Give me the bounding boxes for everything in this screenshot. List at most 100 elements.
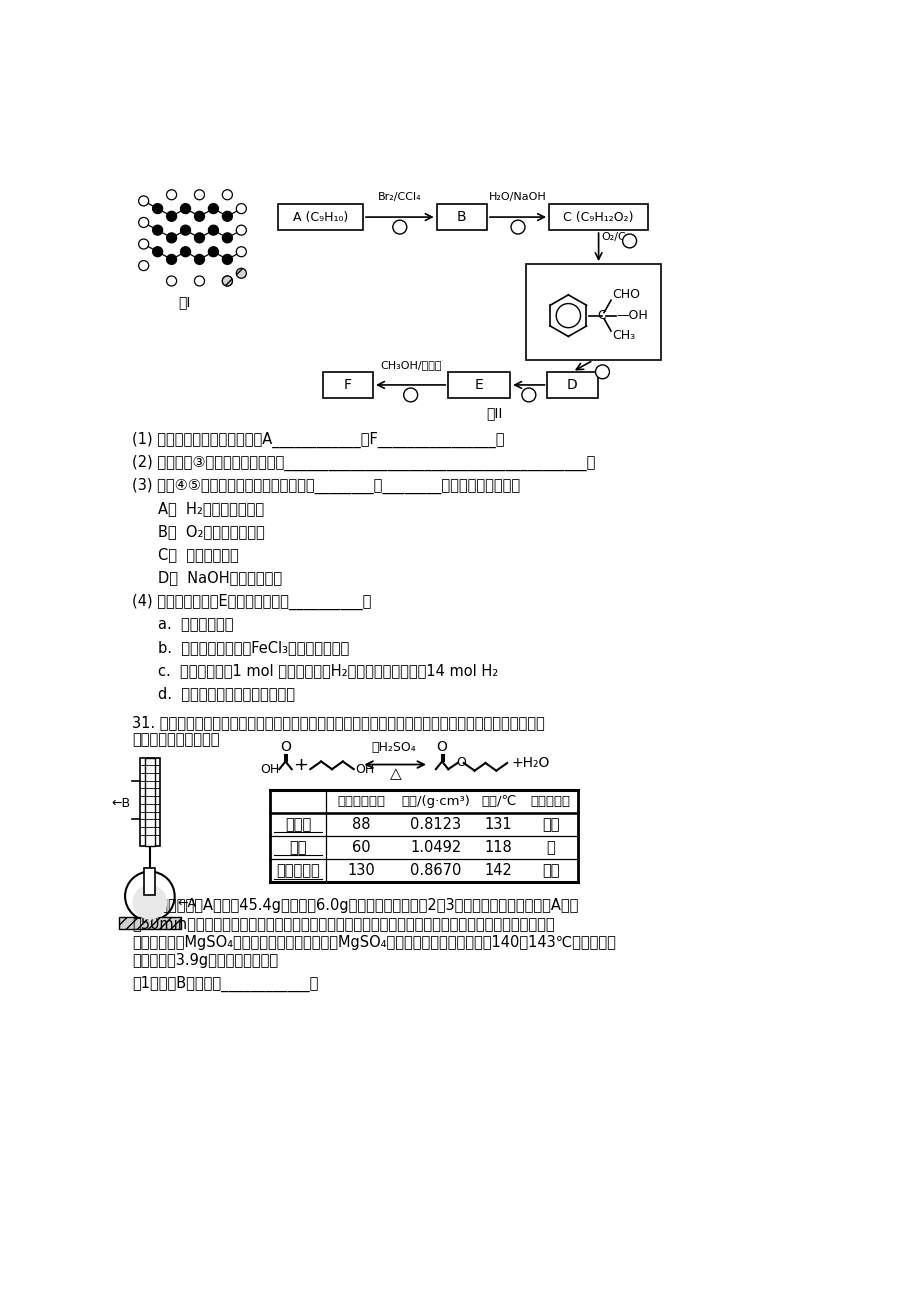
- Text: CHO: CHO: [611, 288, 639, 301]
- Circle shape: [194, 254, 204, 264]
- Circle shape: [166, 211, 176, 221]
- Bar: [437, 204, 486, 230]
- Text: 0.8670: 0.8670: [410, 863, 461, 879]
- Text: 图I: 图I: [178, 294, 191, 309]
- Bar: [119, 917, 181, 930]
- Circle shape: [403, 388, 417, 402]
- Text: Br₂/CCl₄: Br₂/CCl₄: [378, 193, 421, 202]
- Text: 水中溶解性: 水中溶解性: [530, 796, 570, 809]
- Text: 密度/(g·cm³): 密度/(g·cm³): [401, 796, 470, 809]
- Text: 1.0492: 1.0492: [410, 840, 461, 855]
- Text: 60: 60: [352, 840, 370, 855]
- Text: (4) 符合下列条件的E的同分异构体有__________种: (4) 符合下列条件的E的同分异构体有__________种: [132, 594, 371, 609]
- Text: 加入少量无水MgSO₄固体，静止片刻。过滤除去MgSO₄固体，进行蔻馏纯化。收集140～143℃馅分，得到: 加入少量无水MgSO₄固体，静止片刻。过滤除去MgSO₄固体，进行蔻馏纯化。收集…: [132, 935, 615, 949]
- Text: 微溶: 微溶: [541, 818, 559, 832]
- Text: B．  O₂，催化剂，加热: B． O₂，催化剂，加热: [157, 525, 264, 539]
- Circle shape: [132, 885, 167, 919]
- Text: 88: 88: [352, 818, 370, 832]
- Text: 0.8123: 0.8123: [410, 818, 461, 832]
- Circle shape: [139, 195, 149, 206]
- Text: ⑥: ⑥: [405, 389, 415, 400]
- Circle shape: [222, 211, 233, 221]
- Circle shape: [153, 203, 163, 214]
- Text: H₂O/NaOH: H₂O/NaOH: [489, 193, 546, 202]
- Text: 流50min。反应液冷至室温后倒入分液漏斗中，分别用少量水、饱和碳酸氢销溶液和水洗浴；分出的产物: 流50min。反应液冷至室温后倒入分液漏斗中，分别用少量水、饱和碳酸氢销溶液和水…: [132, 917, 554, 931]
- Text: OH: OH: [355, 763, 374, 776]
- Text: C: C: [596, 309, 606, 322]
- Text: c.  一定条件下，1 mol 该物质与足量H₂充分反应，最多消耴14 mol H₂: c. 一定条件下，1 mol 该物质与足量H₂充分反应，最多消耴14 mol H…: [157, 663, 497, 678]
- Circle shape: [622, 234, 636, 247]
- Circle shape: [166, 276, 176, 286]
- Text: F: F: [343, 378, 351, 392]
- Text: 118: 118: [484, 840, 512, 855]
- Text: 沸点/℃: 沸点/℃: [481, 796, 516, 809]
- Text: 意图和有关数据如下：: 意图和有关数据如下：: [132, 732, 220, 747]
- Circle shape: [153, 246, 163, 256]
- Circle shape: [139, 240, 149, 249]
- Circle shape: [194, 276, 204, 286]
- Text: —OH: —OH: [616, 309, 648, 322]
- Text: OH: OH: [260, 763, 279, 776]
- Circle shape: [521, 388, 535, 402]
- Text: CH₃: CH₃: [611, 329, 634, 342]
- Text: 相对分子质量: 相对分子质量: [337, 796, 385, 809]
- Circle shape: [166, 190, 176, 199]
- Text: O: O: [279, 740, 290, 754]
- Text: b.  水解后的产物遇到FeCl₃溶液呼现出紫色: b. 水解后的产物遇到FeCl₃溶液呼现出紫色: [157, 639, 348, 655]
- Bar: [144, 867, 155, 894]
- Text: ④: ④: [596, 367, 607, 376]
- Text: 乙酸: 乙酸: [289, 840, 306, 855]
- Circle shape: [222, 190, 233, 199]
- Text: A (C₉H₁₀): A (C₉H₁₀): [292, 211, 347, 224]
- Text: A．  H₂，催化剂，加热: A． H₂，催化剂，加热: [157, 501, 264, 516]
- Text: CH₃OH/浓确酸: CH₃OH/浓确酸: [380, 361, 441, 370]
- Circle shape: [194, 190, 204, 199]
- Circle shape: [209, 203, 218, 214]
- Text: (2) 写出步骤③转化的化学方程式：_________________________________________。: (2) 写出步骤③转化的化学方程式：______________________…: [132, 454, 595, 471]
- Text: 图II: 图II: [486, 406, 503, 421]
- Bar: [549, 204, 648, 230]
- Text: +: +: [293, 755, 308, 773]
- Circle shape: [139, 260, 149, 271]
- Text: 130: 130: [347, 863, 375, 879]
- Text: 实验步骤：在A中加入45.4g异戊醇、6.0g乙酸、数滴浓确酸和2～3片碎瓷片。开始缓慢加热A，回: 实验步骤：在A中加入45.4g异戊醇、6.0g乙酸、数滴浓确酸和2～3片碎瓷片。…: [132, 898, 578, 913]
- Text: a.  分子内含苯环: a. 分子内含苯环: [157, 617, 233, 631]
- Text: B: B: [456, 210, 466, 224]
- Circle shape: [153, 225, 163, 236]
- Circle shape: [166, 233, 176, 243]
- Circle shape: [209, 246, 218, 256]
- Circle shape: [510, 220, 525, 234]
- Circle shape: [180, 203, 190, 214]
- Text: 31. 乙酸异戊酯是组成蜜蜂信息素的成分之一，具有香蕉的香味。实验室制备乙酸异戊酯的反应、装置示: 31. 乙酸异戊酯是组成蜜蜂信息素的成分之一，具有香蕉的香味。实验室制备乙酸异戊…: [132, 715, 544, 730]
- Text: ←A: ←A: [177, 897, 197, 910]
- Text: C (C₉H₁₂O₂): C (C₉H₁₂O₂): [562, 211, 633, 224]
- Circle shape: [222, 233, 233, 243]
- Text: △: △: [390, 766, 401, 781]
- Text: ①: ①: [394, 223, 404, 232]
- Text: (3) 步骤④⑤涉及到的反应物或条件分别为________，________。（填写选项字母）: (3) 步骤④⑤涉及到的反应物或条件分别为________，________。（…: [132, 478, 519, 495]
- Bar: [448, 372, 510, 398]
- Circle shape: [194, 233, 204, 243]
- Text: d.  能够使渴的四氯化碳溶液褮色: d. 能够使渴的四氯化碳溶液褮色: [157, 686, 294, 700]
- Circle shape: [236, 203, 246, 214]
- Circle shape: [236, 246, 246, 256]
- Bar: [278, 204, 363, 230]
- Circle shape: [236, 268, 246, 279]
- Text: O: O: [456, 756, 465, 769]
- Text: 溶: 溶: [546, 840, 554, 855]
- Text: ⑤: ⑤: [523, 389, 533, 400]
- Circle shape: [125, 871, 175, 921]
- Text: 131: 131: [484, 818, 512, 832]
- Circle shape: [236, 225, 246, 236]
- Text: （1）仪器B的名称是____________。: （1）仪器B的名称是____________。: [132, 976, 318, 992]
- Text: E: E: [474, 378, 483, 392]
- Circle shape: [222, 276, 233, 286]
- Circle shape: [392, 220, 406, 234]
- Circle shape: [139, 217, 149, 228]
- Circle shape: [194, 211, 204, 221]
- Text: 难溶: 难溶: [541, 863, 559, 879]
- Text: 异戊醇: 异戊醇: [285, 818, 311, 832]
- Circle shape: [180, 246, 190, 256]
- Bar: [145, 758, 154, 846]
- Circle shape: [180, 225, 190, 236]
